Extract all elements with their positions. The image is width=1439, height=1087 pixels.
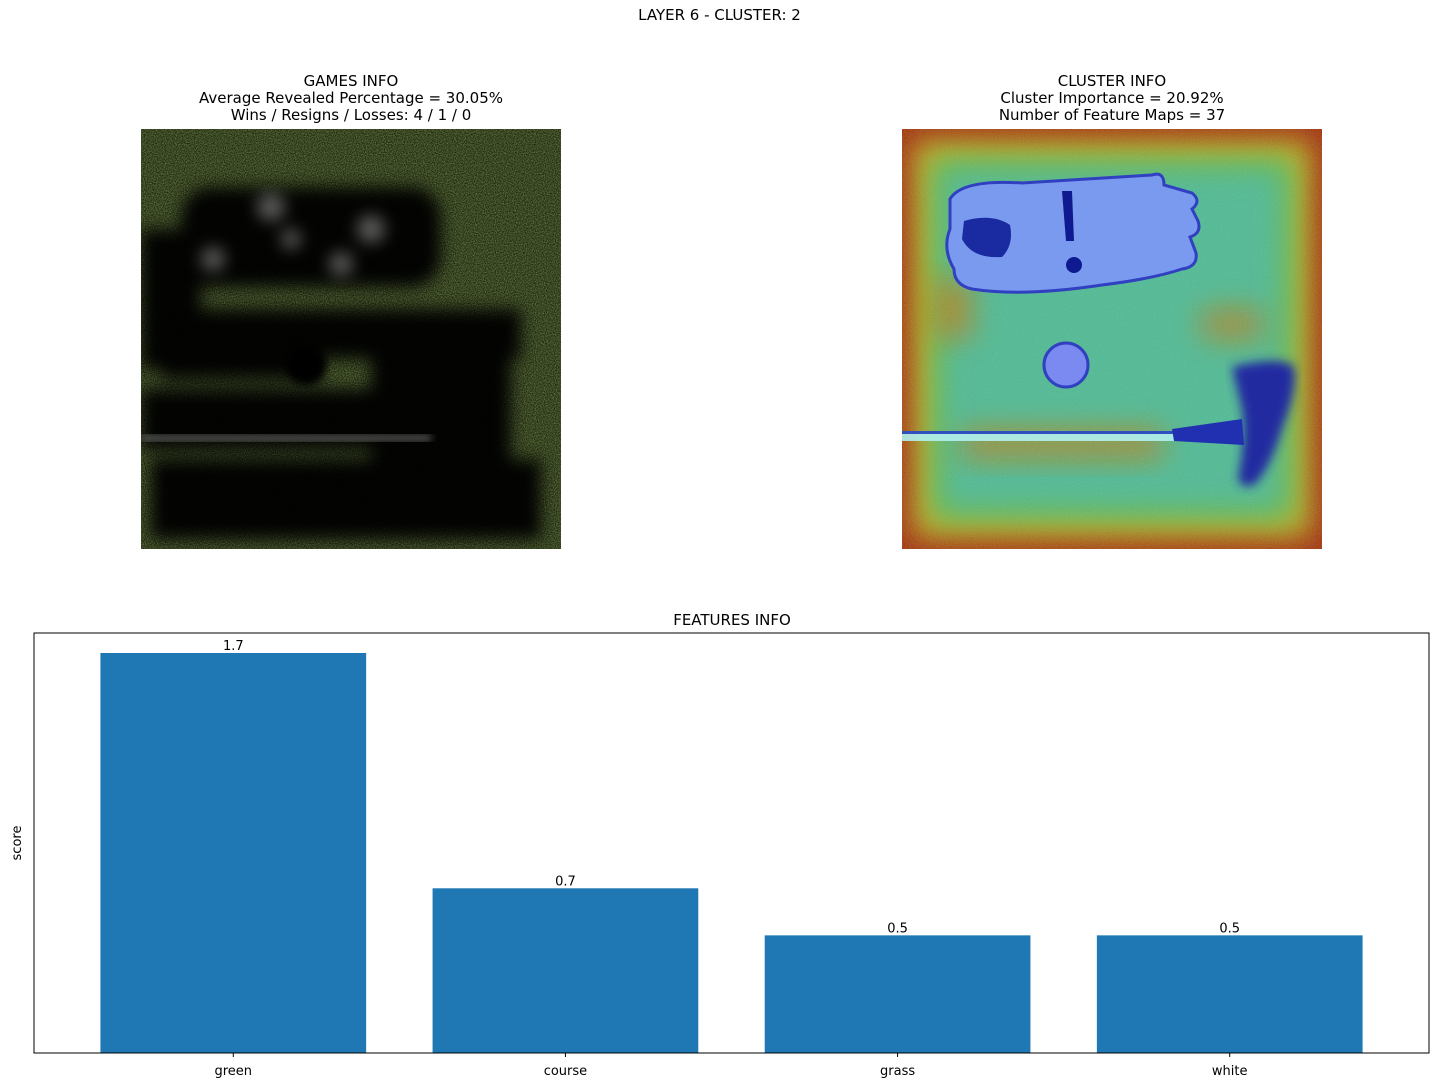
bar-value-label: 1.7 [223,639,244,654]
cluster-info-feature-maps: Number of Feature Maps = 37 [998,106,1226,124]
x-tick-label-course: course [544,1064,587,1079]
x-tick-label-white: white [1212,1064,1248,1079]
x-tick-label-green: green [215,1064,253,1079]
games-info-title: GAMES INFO [303,72,399,90]
cluster-info-heatmap-image [902,129,1322,549]
features-chart-title: FEATURES INFO [673,611,791,629]
bar-course [432,888,699,1053]
cluster-info-importance: Cluster Importance = 20.92% [1000,89,1224,107]
cluster-info-title: CLUSTER INFO [1057,72,1167,90]
bar-white [1096,935,1363,1053]
games-info-title-block: GAMES INFO Average Revealed Percentage =… [141,73,561,124]
figure-suptitle: LAYER 6 - CLUSTER: 2 [638,6,801,24]
cluster-info-title-block: CLUSTER INFO Cluster Importance = 20.92%… [902,73,1322,124]
y-axis-label: score [10,826,25,861]
bar-value-label: 0.5 [887,921,908,936]
x-tick-label-grass: grass [880,1064,915,1079]
features-bar-chart: 1.7 0.7 0.5 0.5 green course grass white score [10,632,1430,1079]
games-info-revealed: Average Revealed Percentage = 30.05% [198,89,503,107]
bar-green [100,653,367,1053]
games-info-image [141,129,561,549]
bar-value-label: 0.5 [1219,921,1240,936]
bar-value-label: 0.7 [555,874,576,889]
bar-grass [764,935,1031,1053]
plot-frame [33,632,1430,1054]
games-info-record: Wins / Resigns / Losses: 4 / 1 / 0 [230,106,472,124]
